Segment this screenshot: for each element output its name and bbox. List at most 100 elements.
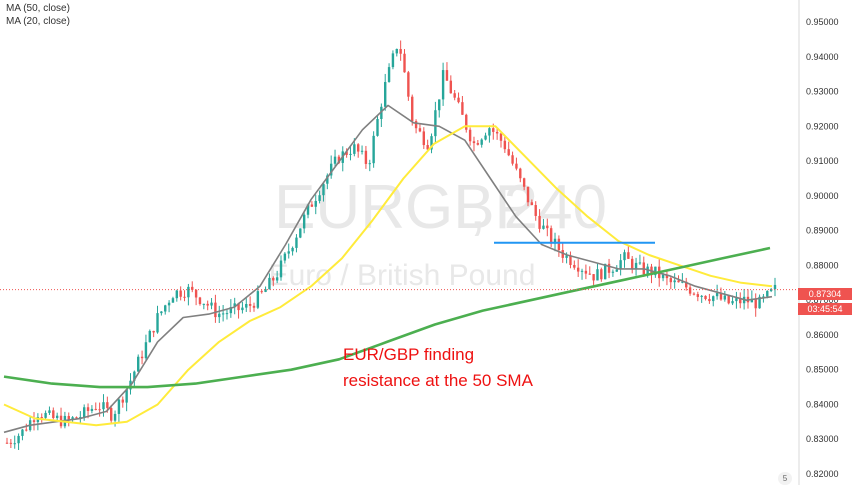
candle-body — [766, 291, 769, 297]
candle-body — [480, 139, 483, 145]
candle-body — [291, 247, 294, 252]
candle-body — [67, 415, 70, 420]
candle-body — [5, 442, 9, 444]
legend-ma20: MA (20, close) — [6, 16, 70, 27]
candle-body — [13, 443, 16, 445]
candle-body — [233, 303, 236, 308]
candle-body — [430, 136, 433, 150]
candle-body — [507, 149, 510, 156]
candle-body — [252, 305, 256, 308]
candle-body — [164, 305, 167, 312]
y-tick-label: 0.82000 — [806, 469, 839, 479]
candle-body — [708, 299, 711, 302]
candle-body — [542, 225, 545, 229]
candle-body — [754, 298, 757, 309]
candle-body — [557, 238, 561, 251]
candle-body — [94, 408, 97, 410]
price-axis: 0.95000 0.94000 0.93000 0.92000 0.91000 0.900… — [798, 0, 839, 485]
candle-body — [337, 156, 341, 163]
candle-body — [407, 72, 410, 97]
candle-body — [71, 417, 74, 420]
annotation-text: EUR/GBP finding resistance at the 50 SMA — [343, 342, 533, 394]
candle-body — [414, 121, 418, 129]
candle-body — [472, 141, 476, 144]
candle-body — [86, 407, 90, 411]
candle-body — [476, 143, 480, 145]
candle-body — [615, 269, 618, 272]
candle-body — [125, 389, 128, 403]
candle-body — [102, 402, 105, 410]
candle-body — [194, 289, 198, 298]
candle-body — [457, 97, 460, 103]
candle-body — [110, 407, 113, 421]
candle-body — [268, 277, 271, 290]
candle-body — [619, 260, 622, 270]
y-tick-label: 0.86000 — [806, 330, 839, 340]
candle-body — [272, 277, 275, 281]
candle-body — [712, 296, 715, 302]
candle-body — [538, 215, 541, 229]
candle-body — [445, 70, 449, 81]
candle-body — [422, 131, 426, 146]
candle-body — [565, 255, 568, 258]
candle-body — [44, 412, 47, 418]
candle-body — [607, 263, 611, 273]
candle-body — [677, 280, 680, 283]
candle-body — [225, 313, 229, 315]
candle-body — [403, 53, 406, 73]
candle-body — [248, 304, 252, 306]
candle-body — [144, 342, 148, 359]
y-tick-label: 0.91000 — [806, 156, 839, 166]
candle-body — [353, 144, 356, 154]
candle-body — [762, 296, 765, 298]
candle-body — [484, 135, 487, 140]
candle-body — [287, 251, 290, 254]
candle-body — [167, 302, 171, 306]
candle-body — [735, 298, 738, 302]
candle-body — [156, 313, 159, 333]
y-tick-label: 0.84000 — [806, 399, 839, 409]
candle-body — [25, 429, 28, 431]
footer-badge[interactable]: 5 — [778, 472, 792, 485]
candle-body — [137, 356, 140, 372]
overlays — [0, 241, 799, 291]
candle-body — [441, 70, 445, 100]
candle-body — [688, 287, 692, 294]
candle-body — [549, 228, 553, 244]
candle-body — [546, 225, 549, 229]
candle-body — [171, 298, 175, 303]
candle-body — [519, 168, 522, 179]
y-tick-label: 0.85000 — [806, 365, 839, 375]
candle-body — [183, 296, 186, 298]
annotation-line2: resistance at the 50 SMA — [343, 371, 533, 390]
candle-body — [576, 267, 580, 272]
candle-body — [295, 237, 298, 248]
candle-body — [318, 195, 321, 201]
candle-body — [665, 274, 669, 279]
candle-body — [696, 294, 700, 297]
candle-body — [283, 253, 287, 261]
candle-body — [569, 255, 572, 265]
candle-body — [198, 297, 202, 305]
footer-badge-text: 5 — [782, 474, 788, 483]
candle-body — [681, 281, 684, 283]
candle-body — [522, 178, 526, 187]
candle-body — [553, 238, 557, 244]
candle-body — [739, 298, 742, 304]
candle-body — [596, 269, 599, 281]
candle-body — [758, 296, 761, 309]
candle-body — [113, 413, 117, 421]
candle-body — [260, 291, 263, 293]
candle-body — [592, 274, 595, 281]
candle-body — [611, 271, 615, 273]
candle-body — [368, 163, 371, 165]
candle-body — [438, 99, 441, 111]
candle-body — [349, 153, 352, 155]
candle-body — [48, 410, 51, 413]
candle-body — [661, 274, 665, 279]
watermark-symbol: EURGBP — [274, 173, 536, 242]
candle-body — [526, 186, 530, 203]
candle-body — [600, 269, 603, 280]
candle-body — [673, 280, 676, 283]
